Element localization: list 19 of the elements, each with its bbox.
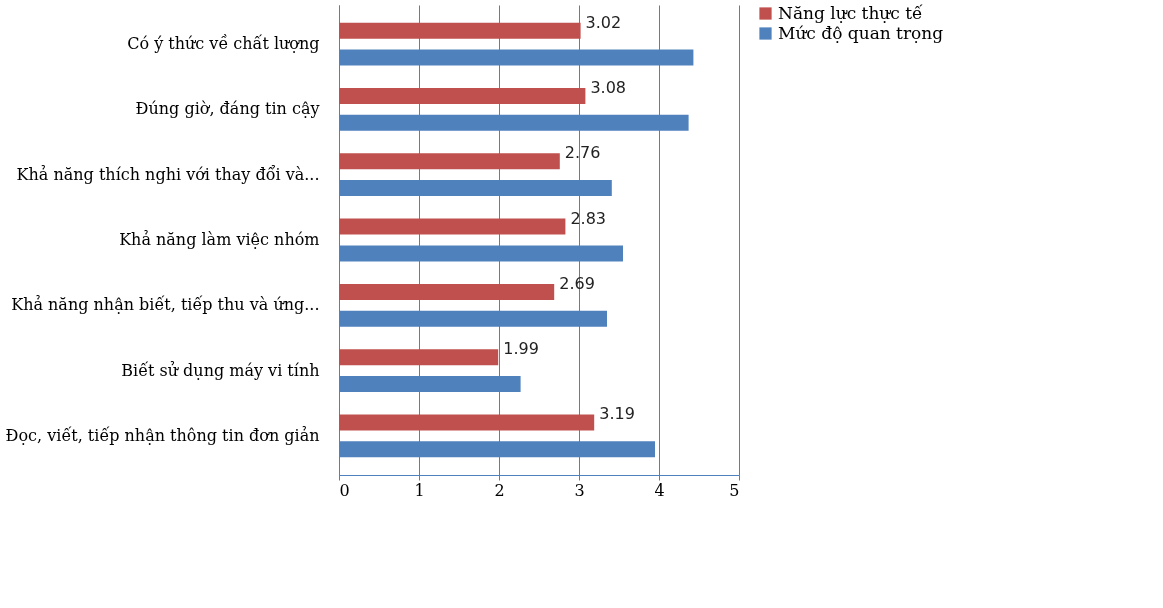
legend-label: Mức độ quan trọng	[778, 22, 944, 43]
legend-label: Năng lực thực tế	[778, 2, 924, 23]
x-tick-label: 0	[339, 480, 350, 500]
data-label: 1.99	[503, 339, 539, 359]
x-tick-label: 3	[574, 480, 585, 500]
x-tick-label: 2	[494, 480, 505, 500]
y-tick-label: Khả năng thích nghi với thay đổi và...	[16, 164, 320, 184]
y-tick-label: Khả năng làm việc nhóm	[119, 230, 320, 249]
data-label: 3.08	[590, 78, 627, 98]
data-label: 3.02	[585, 12, 622, 32]
y-tick-label: Khả năng nhận biết, tiếp thu và ứng...	[11, 295, 320, 315]
x-tick-label: 4	[654, 480, 665, 500]
x-tick-label: 5	[729, 480, 740, 500]
x-tick-label: 1	[414, 480, 425, 500]
y-tick-label: Biết sử dụng máy vi tính	[121, 360, 320, 380]
y-tick-label: Đúng giờ, đáng tin cậy	[135, 99, 320, 119]
data-label: 3.19	[599, 404, 635, 424]
y-tick-label: Có ý thức về chất lượng	[127, 34, 320, 54]
y-tick-label: Đọc, viết, tiếp nhận thông tin đơn giản	[5, 425, 320, 445]
